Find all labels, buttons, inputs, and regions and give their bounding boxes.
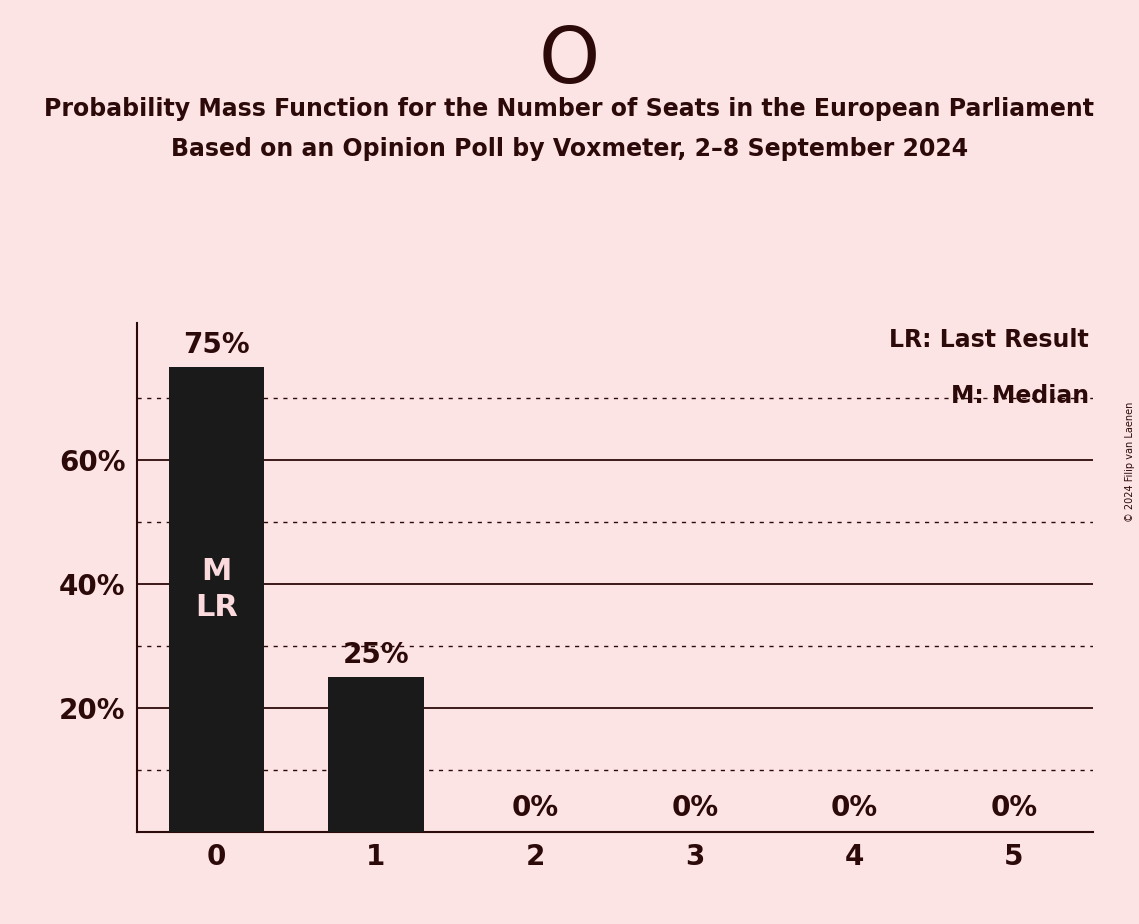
- Bar: [169, 367, 264, 832]
- Text: Based on an Opinion Poll by Voxmeter, 2–8 September 2024: Based on an Opinion Poll by Voxmeter, 2–…: [171, 137, 968, 161]
- Text: M: Median: M: Median: [951, 384, 1089, 408]
- Text: Probability Mass Function for the Number of Seats in the European Parliament: Probability Mass Function for the Number…: [44, 97, 1095, 121]
- Bar: [328, 676, 424, 832]
- Text: 0%: 0%: [990, 795, 1038, 822]
- Text: 75%: 75%: [183, 332, 249, 359]
- Text: 0%: 0%: [671, 795, 719, 822]
- Text: © 2024 Filip van Laenen: © 2024 Filip van Laenen: [1125, 402, 1134, 522]
- Text: 25%: 25%: [343, 641, 409, 669]
- Text: LR: Last Result: LR: Last Result: [888, 328, 1089, 352]
- Text: M
LR: M LR: [195, 557, 238, 623]
- Text: 0%: 0%: [511, 795, 559, 822]
- Text: 0%: 0%: [830, 795, 878, 822]
- Text: O: O: [539, 23, 600, 99]
